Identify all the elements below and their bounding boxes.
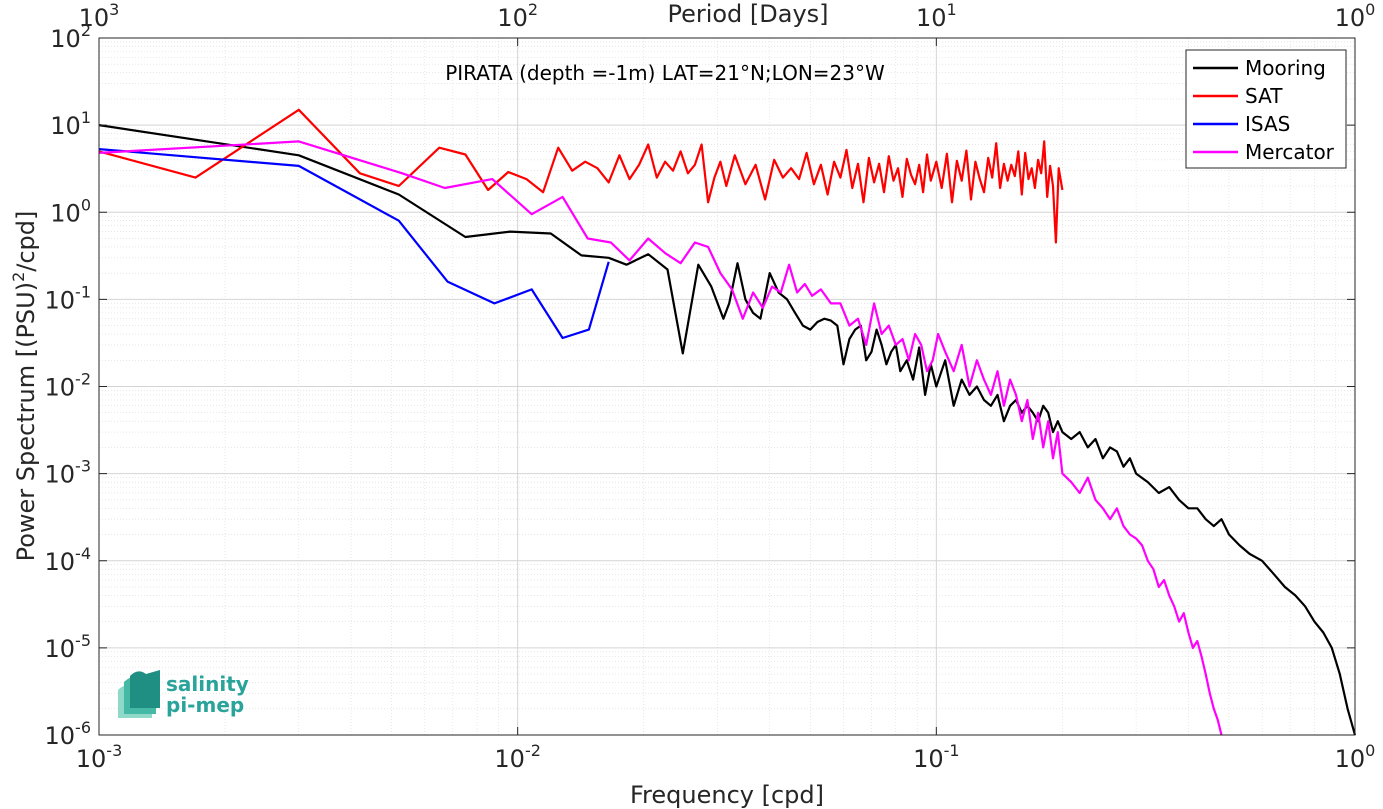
series-line-sat bbox=[98, 108, 1064, 244]
y-tick-label: 10-2 bbox=[45, 370, 92, 402]
y-axis-label-superscript: 2 bbox=[9, 272, 28, 282]
y-tick-label: 10-5 bbox=[45, 631, 92, 663]
y-axis-label-main: Power Spectrum [(PSU) bbox=[12, 282, 40, 561]
legend-label-mooring: Mooring bbox=[1245, 56, 1326, 80]
y-tick-label: 100 bbox=[50, 195, 91, 227]
top-tick-label: 103 bbox=[79, 0, 120, 32]
legend-box bbox=[1185, 49, 1347, 169]
chart-title: PIRATA (depth =-1m) LAT=21°N;LON=23°W bbox=[445, 61, 885, 85]
x-tick-label: 10-2 bbox=[494, 741, 541, 773]
y-tick-label: 102 bbox=[50, 21, 91, 53]
logo-text-line2: pi-mep bbox=[166, 693, 244, 717]
series-line-mercator bbox=[98, 140, 1223, 736]
legend-label-isas: ISAS bbox=[1245, 112, 1290, 136]
y-tick-label: 10-1 bbox=[45, 282, 92, 314]
y-tick-label: 10-6 bbox=[45, 718, 92, 750]
series-line-isas bbox=[98, 148, 610, 340]
top-tick-label: 102 bbox=[497, 0, 538, 32]
legend: Mooring SAT ISAS Mercator bbox=[1185, 49, 1347, 169]
x-tick-label: 10-3 bbox=[76, 741, 123, 773]
top-tick-label: 101 bbox=[916, 0, 957, 32]
series-layer bbox=[98, 108, 1357, 736]
y-tick-label: 10-3 bbox=[45, 457, 92, 489]
y-tick-label: 10-4 bbox=[45, 544, 92, 576]
y-axis-label-tail: /cpd] bbox=[12, 211, 40, 272]
series-line-mooring bbox=[98, 124, 1357, 736]
x-axis-label: Frequency [cpd] bbox=[630, 781, 824, 809]
top-tick-label: 100 bbox=[1335, 0, 1376, 32]
x-tick-label: 10-1 bbox=[913, 741, 960, 773]
legend-label-mercator: Mercator bbox=[1245, 140, 1335, 164]
y-axis-label: Power Spectrum [(PSU)2/cpd] bbox=[9, 211, 40, 562]
top-x-axis-label: Period [Days] bbox=[667, 0, 828, 28]
y-tick-label: 101 bbox=[50, 108, 91, 140]
salinity-pi-mep-logo: salinity pi-mep bbox=[118, 670, 249, 718]
logo-text-line1: salinity bbox=[166, 672, 249, 696]
legend-label-sat: SAT bbox=[1245, 84, 1283, 108]
wave-logo-icon bbox=[118, 670, 160, 718]
x-tick-label: 100 bbox=[1335, 741, 1376, 773]
